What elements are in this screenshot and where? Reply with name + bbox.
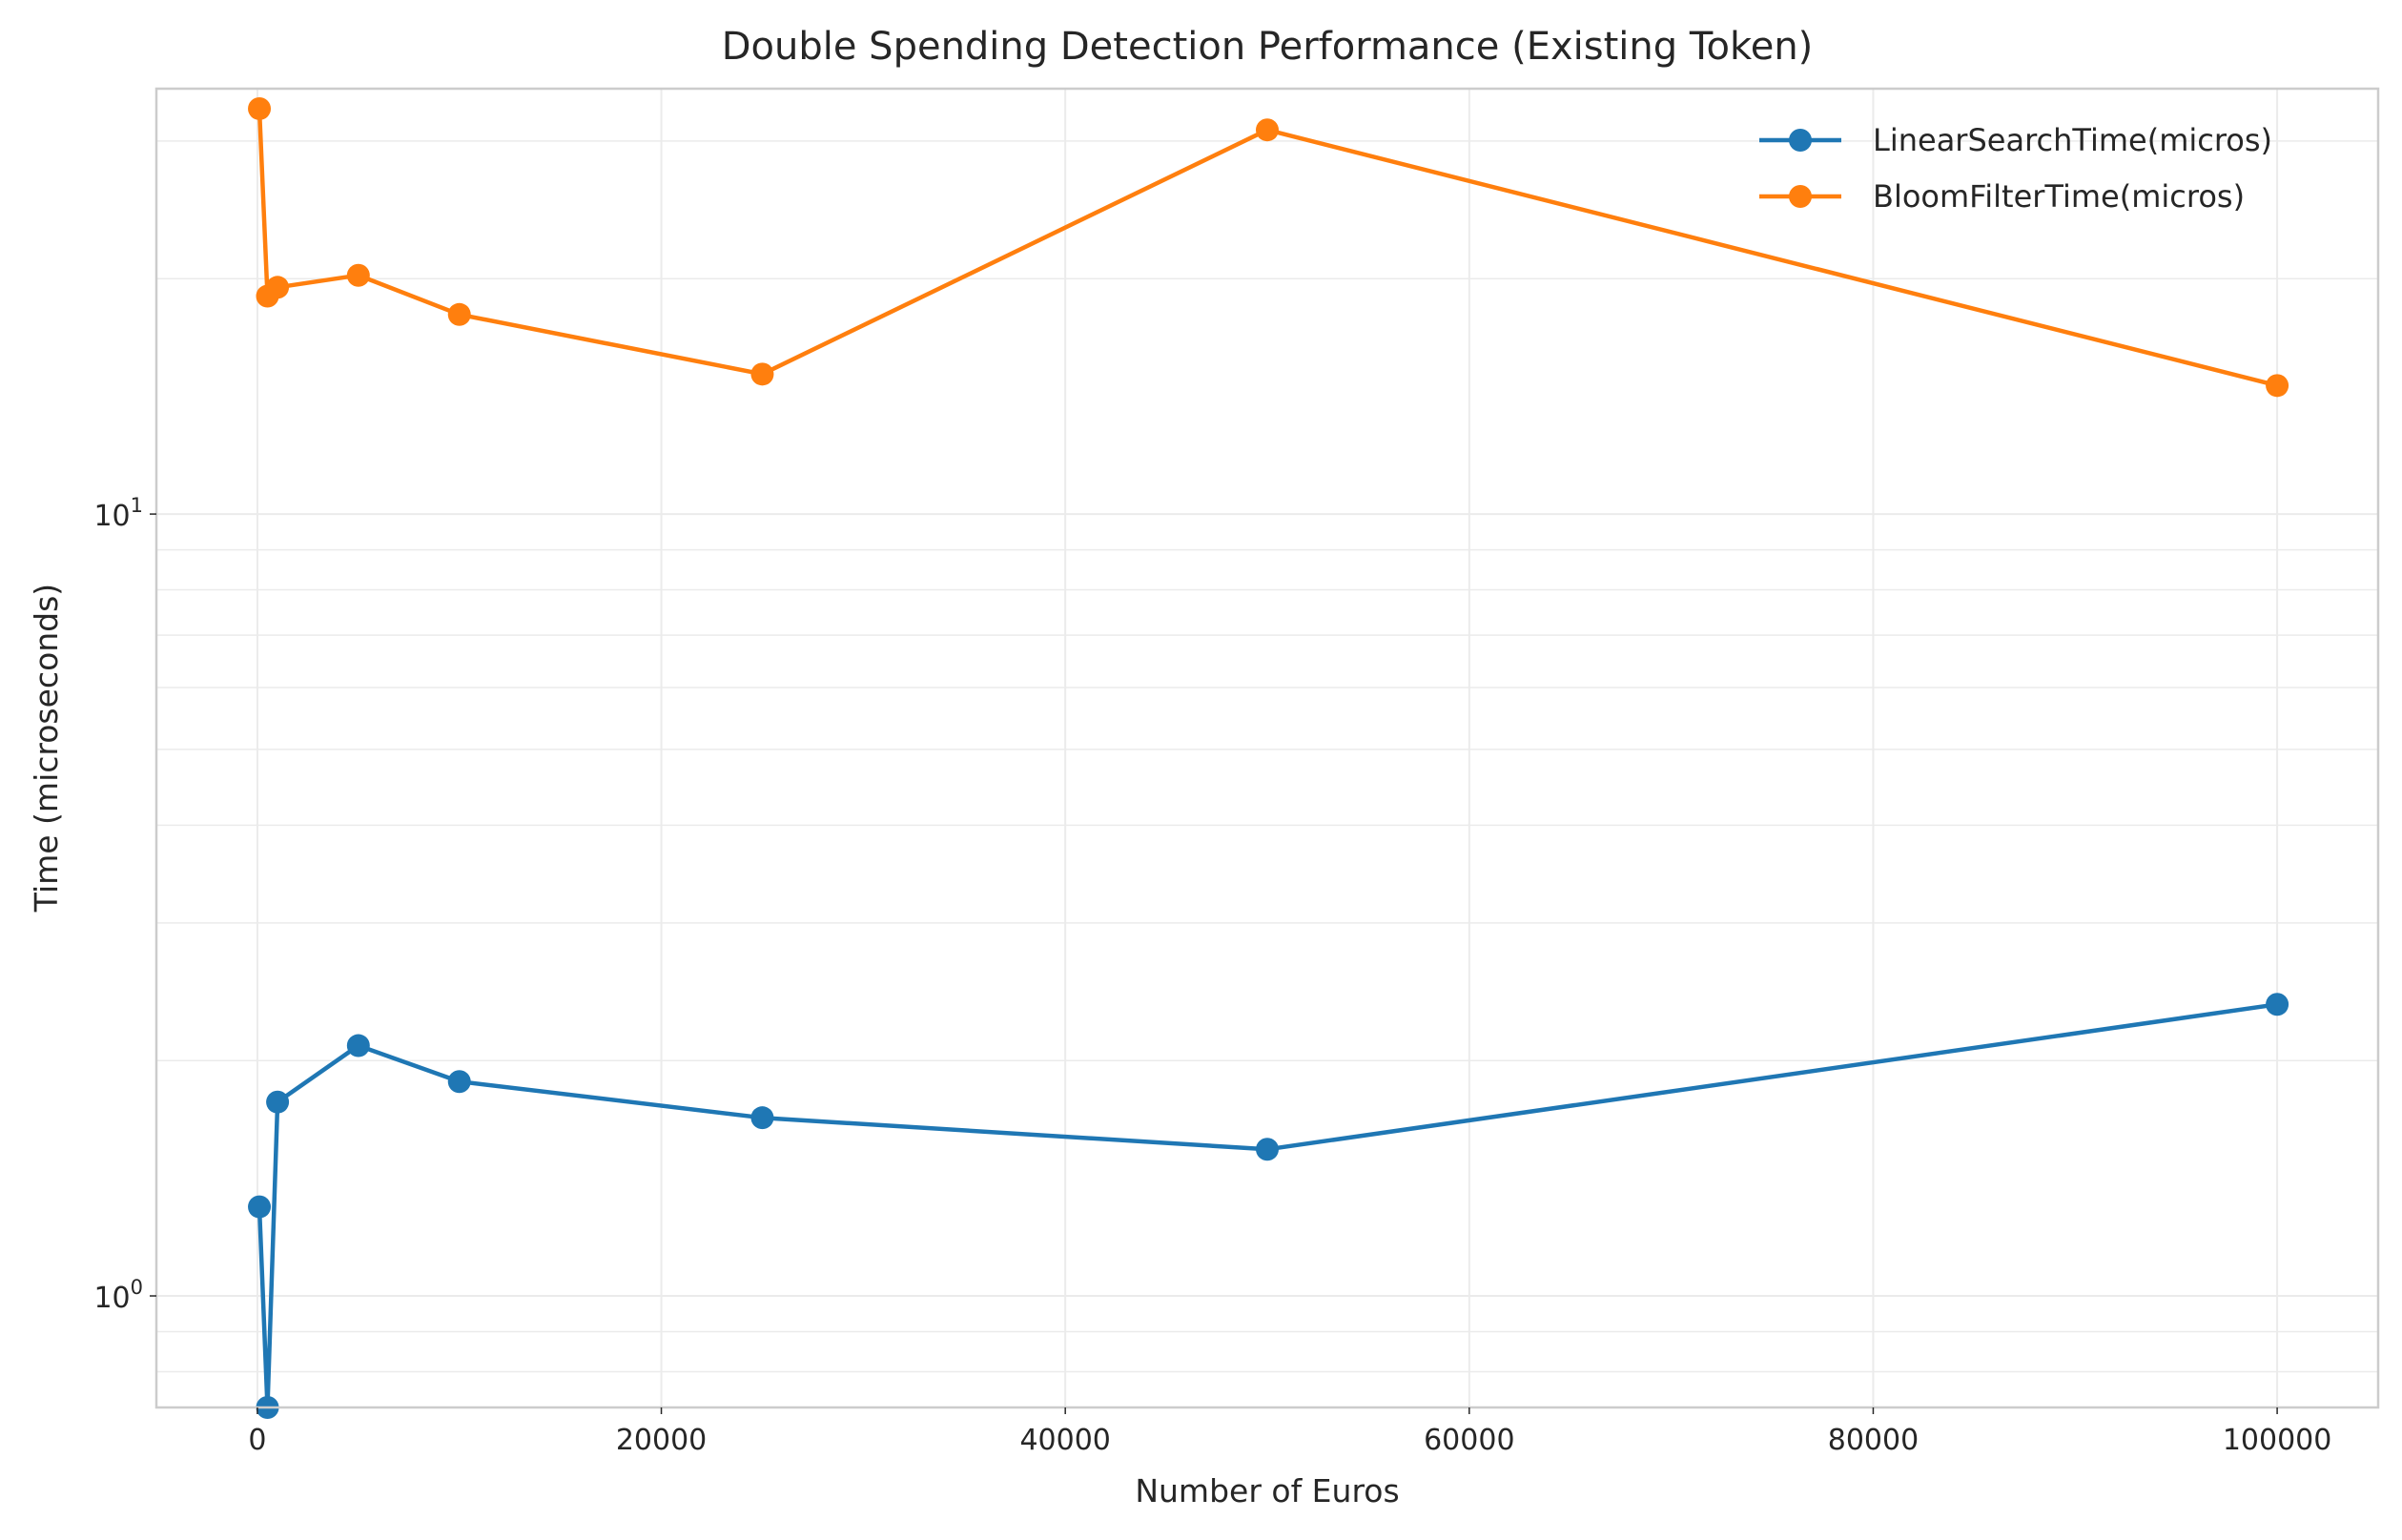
legend: LinearSearchTime(micros) BloomFilterTime(…: [1759, 122, 2272, 215]
legend-marker: [1789, 129, 1812, 152]
y-tick-label: 101: [93, 494, 143, 533]
x-tick-label: 20000: [616, 1424, 707, 1457]
x-tick-label: 60000: [1424, 1424, 1514, 1457]
grid: [156, 89, 2378, 1407]
x-axis-label: Number of Euros: [1135, 1472, 1399, 1509]
data-point: [2266, 993, 2289, 1016]
data-point: [2266, 374, 2289, 398]
ticks: 0 20000 40000 60000 80000 100000 100 101: [93, 494, 2331, 1457]
data-point: [447, 1070, 471, 1094]
plot-frame: [154, 87, 2380, 1409]
chart-title: Double Spending Detection Performance (E…: [722, 25, 1814, 69]
data-point: [266, 276, 290, 299]
data-point: [266, 1090, 290, 1114]
data-point: [1256, 118, 1279, 142]
data-point: [750, 1106, 774, 1130]
data-point: [346, 263, 370, 287]
data-point: [248, 1195, 272, 1219]
x-tick-label: 80000: [1828, 1424, 1919, 1457]
data-point: [346, 1034, 370, 1057]
y-tick-label: 100: [93, 1276, 143, 1315]
data-point: [248, 96, 272, 120]
data-point: [447, 302, 471, 326]
data-point: [750, 362, 774, 386]
y-axis-label: Time (microseconds): [28, 584, 65, 913]
legend-marker: [1789, 185, 1812, 208]
x-tick-label: 40000: [1019, 1424, 1110, 1457]
x-tick-label: 100000: [2223, 1424, 2332, 1457]
legend-label: BloomFilterTime(micros): [1873, 178, 2245, 215]
legend-label: LinearSearchTime(micros): [1873, 122, 2272, 158]
series-line-0: [257, 1002, 2278, 1410]
data-point: [1256, 1138, 1279, 1161]
x-tick-label: 0: [248, 1424, 266, 1457]
